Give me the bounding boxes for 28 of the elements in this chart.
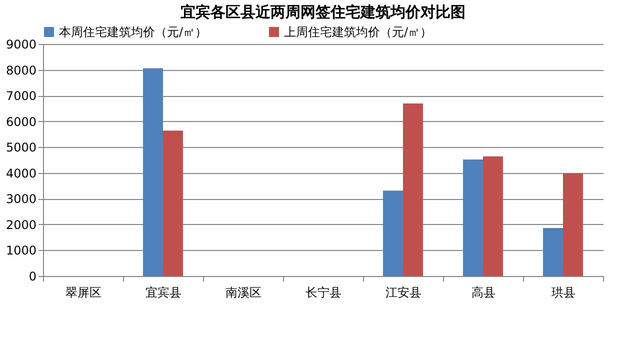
- x-tick-label: 江安县: [386, 286, 422, 300]
- x-tick-label: 南溪区: [226, 286, 262, 300]
- x-tick-label: 珙县: [552, 286, 576, 300]
- chart-title: 宜宾各区县近两周网签住宅建筑均价对比图: [180, 3, 466, 21]
- bar: [383, 190, 403, 276]
- bar: [483, 156, 503, 276]
- legend-label: 上周住宅建筑均价（元/㎡）: [284, 25, 432, 39]
- x-tick-label: 长宁县: [306, 286, 342, 300]
- x-tick-label: 宜宾县: [146, 286, 182, 300]
- bar: [163, 130, 183, 276]
- y-tick-label: 8000: [6, 63, 36, 78]
- bar: [143, 68, 163, 276]
- x-tick-label: 高县: [472, 286, 496, 300]
- y-tick-label: 6000: [6, 114, 36, 129]
- y-tick-label: 2000: [6, 218, 36, 232]
- y-tick-label: 0: [28, 270, 36, 284]
- y-tick-label: 3000: [6, 192, 36, 206]
- bar: [563, 173, 583, 276]
- y-tick-label: 9000: [6, 38, 36, 52]
- bar: [543, 228, 563, 276]
- y-tick-label: 4000: [6, 166, 36, 180]
- y-tick-label: 5000: [6, 140, 36, 155]
- y-tick-label: 1000: [6, 244, 36, 258]
- legend-label: 本周住宅建筑均价（元/㎡）: [59, 25, 208, 39]
- bar: [463, 159, 483, 276]
- bar: [403, 104, 423, 276]
- y-tick-label: 7000: [6, 89, 36, 104]
- x-tick-label: 翠屏区: [66, 286, 102, 300]
